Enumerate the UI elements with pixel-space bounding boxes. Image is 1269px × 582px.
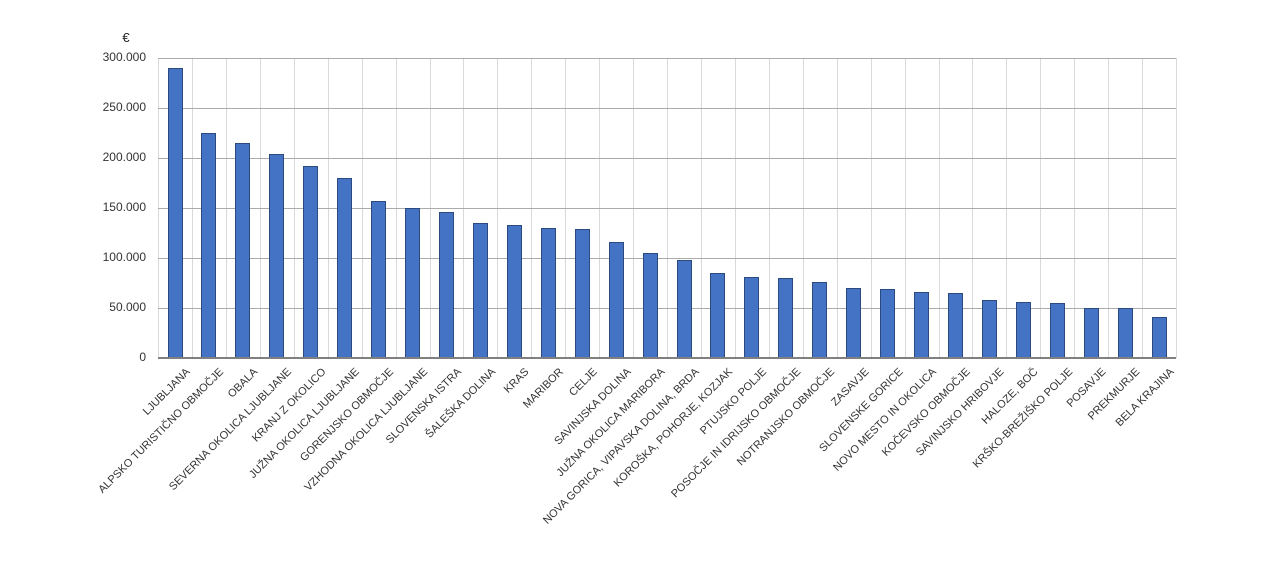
bar [201, 133, 217, 358]
bar [710, 273, 726, 358]
bar [676, 260, 692, 358]
horizontal-gridline [158, 108, 1176, 109]
bar [981, 300, 997, 358]
bar [812, 282, 828, 358]
bar [574, 229, 590, 358]
y-axis-tick-label: 150.000 [102, 200, 146, 214]
bar [438, 212, 454, 358]
bar [608, 242, 624, 358]
y-axis-tick-label: 50.000 [109, 300, 146, 314]
horizontal-gridline [158, 308, 1176, 309]
bar [371, 201, 387, 358]
bar [1151, 317, 1167, 358]
bar [405, 208, 420, 358]
bar [846, 288, 862, 358]
bar [778, 278, 794, 358]
bar [506, 225, 522, 358]
x-axis-category-label: NOVA GORICA, VIPAVSKA DOLINA, BRDA [540, 366, 702, 527]
horizontal-gridline [158, 258, 1176, 259]
bar [269, 154, 285, 358]
bar [167, 68, 183, 358]
y-axis-unit-label: € [122, 30, 130, 45]
bar [642, 253, 658, 358]
bar [303, 166, 319, 358]
vertical-gridline [1176, 58, 1177, 358]
bar [1083, 308, 1099, 358]
bar [337, 178, 353, 358]
y-axis-tick-label: 200.000 [102, 150, 146, 164]
horizontal-gridline [158, 208, 1176, 209]
bar [1015, 302, 1031, 358]
bar [1117, 308, 1133, 358]
x-axis-line [158, 357, 1176, 359]
horizontal-gridline [158, 58, 1176, 59]
horizontal-gridline [158, 158, 1176, 159]
y-axis-tick-label: 0 [139, 350, 146, 364]
x-axis-category-label: ALPSKO TURISTIČNO OBMOČJE [96, 366, 227, 496]
bar [472, 223, 488, 358]
bar [744, 277, 760, 358]
y-axis-tick-label: 100.000 [102, 250, 146, 264]
y-axis-tick-label: 250.000 [102, 100, 146, 114]
bar [540, 228, 556, 358]
bar [1049, 303, 1065, 358]
bar [235, 143, 251, 358]
x-axis-category-label: VZHODNA OKOLICA LJUBLJANE [302, 366, 430, 494]
x-axis-category-label: KRAS [502, 366, 532, 396]
bar [880, 289, 896, 358]
bar [947, 293, 963, 358]
bar [914, 292, 929, 358]
y-axis-tick-label: 300.000 [102, 50, 146, 64]
x-axis-category-label: CELJE [566, 366, 600, 399]
